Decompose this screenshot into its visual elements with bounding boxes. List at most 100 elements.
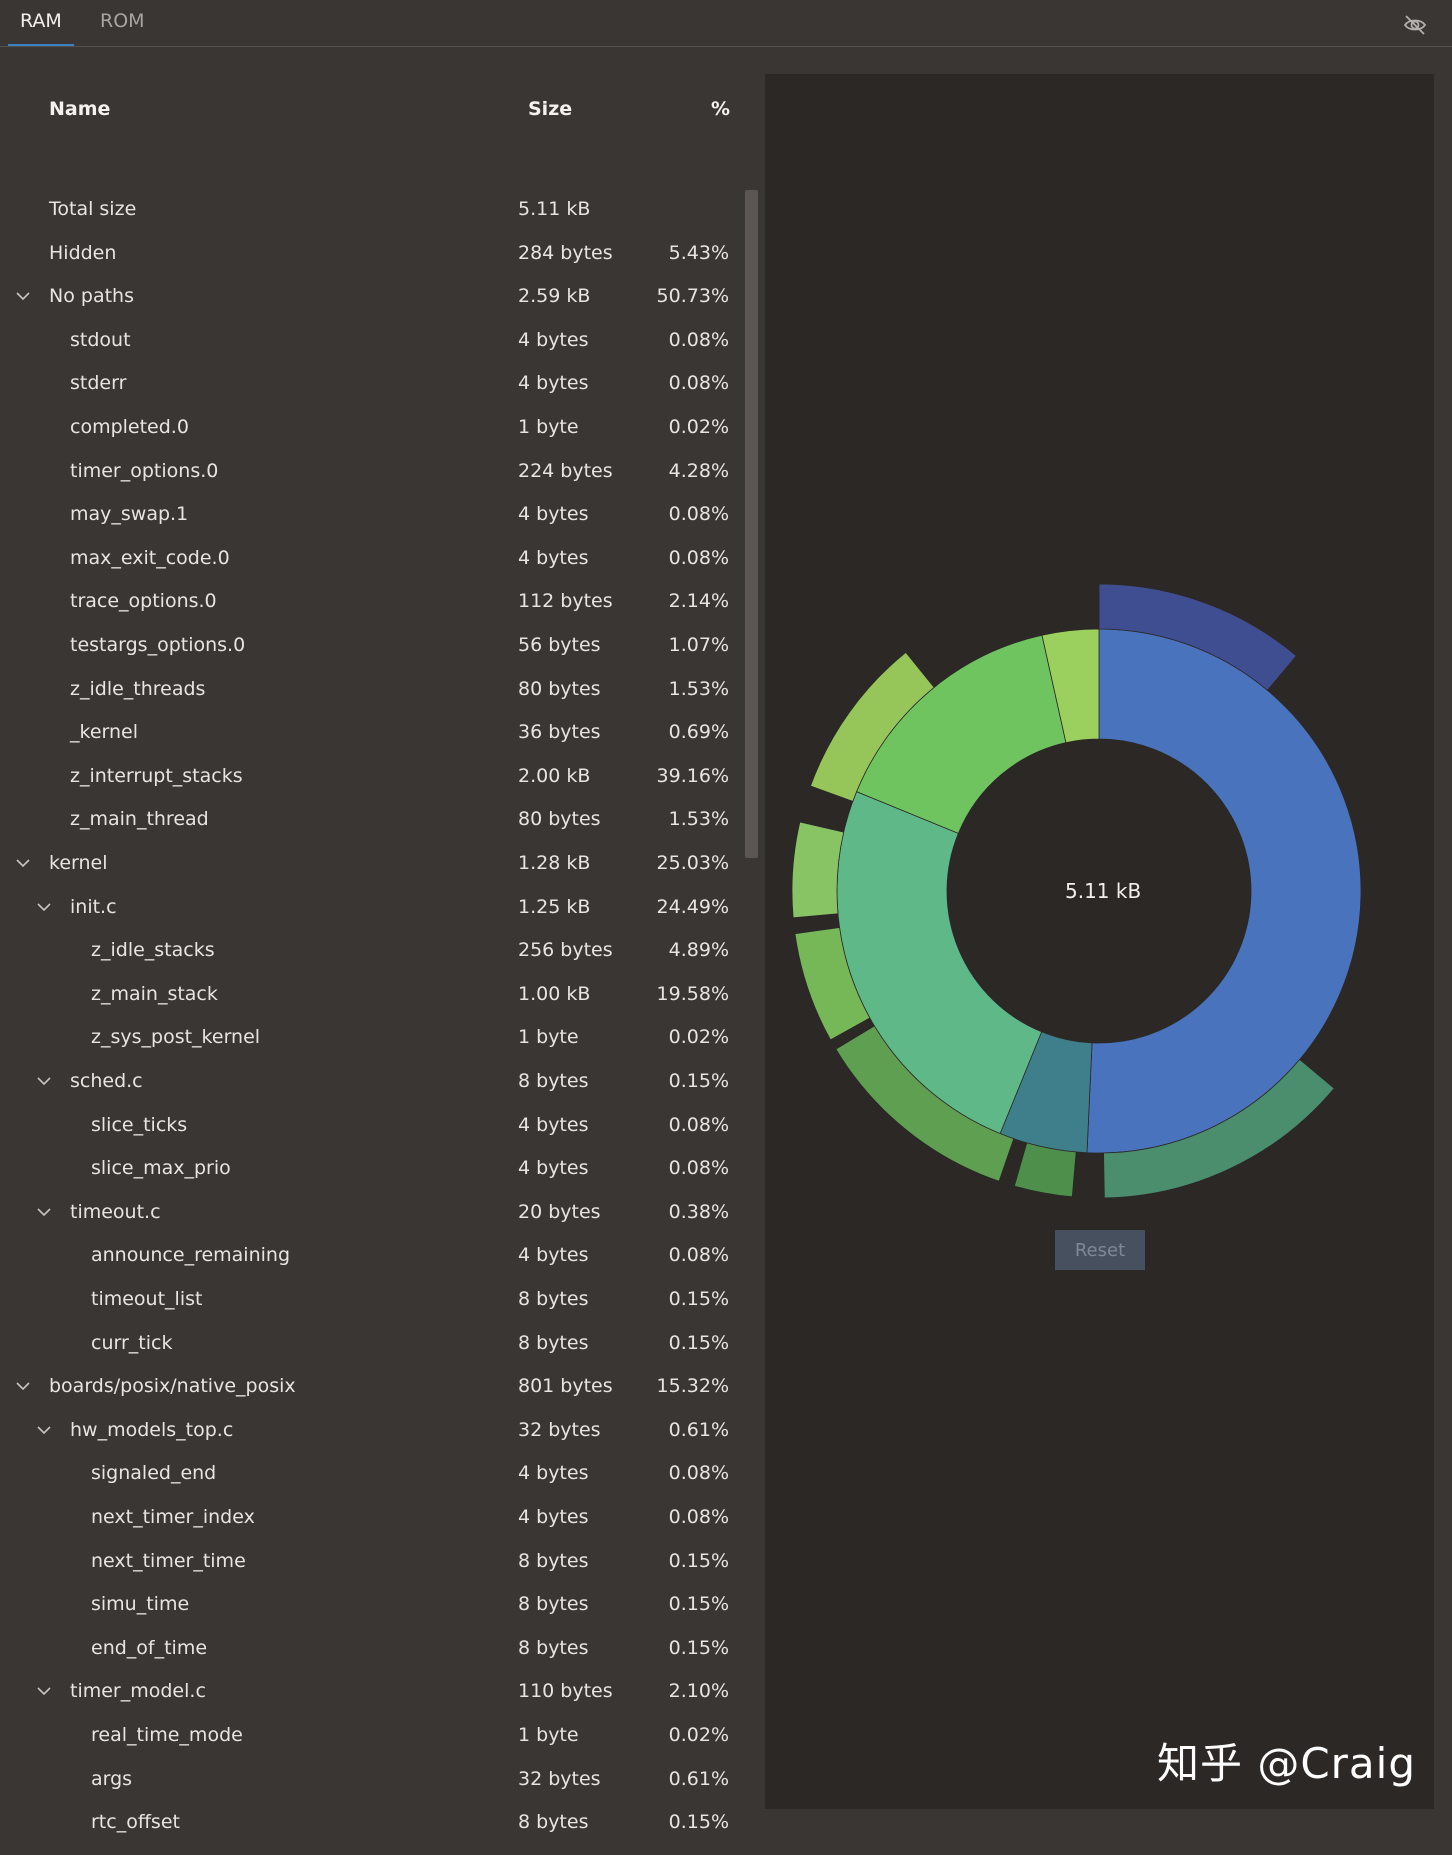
tab-ram[interactable]: RAM bbox=[8, 10, 74, 46]
row-size: 8 bytes bbox=[518, 1331, 589, 1354]
sunburst-outer-segment[interactable] bbox=[835, 1025, 1015, 1182]
table-row[interactable]: z_idle_stacks 256 bytes 4.89% bbox=[0, 939, 740, 983]
row-size: 8 bytes bbox=[518, 1070, 589, 1092]
chevron-down-icon[interactable] bbox=[14, 854, 32, 872]
chevron-down-icon[interactable] bbox=[14, 287, 32, 305]
hide-eye-icon[interactable] bbox=[1402, 12, 1428, 38]
table-row[interactable]: rtc_offset 8 bytes 0.15% bbox=[0, 1811, 740, 1855]
sunburst-outer-segment[interactable] bbox=[791, 821, 845, 919]
row-size: 32 bytes bbox=[518, 1418, 601, 1441]
table-row[interactable]: z_sys_post_kernel 1 byte 0.02% bbox=[0, 1026, 740, 1070]
table-row[interactable]: slice_ticks 4 bytes 0.08% bbox=[0, 1114, 740, 1158]
row-name: completed.0 bbox=[70, 416, 189, 438]
chevron-down-icon[interactable] bbox=[35, 898, 53, 916]
sunburst-outer-segment[interactable] bbox=[1098, 583, 1297, 691]
table-row[interactable]: stdout 4 bytes 0.08% bbox=[0, 329, 740, 373]
table-row[interactable]: init.c 1.25 kB 24.49% bbox=[0, 896, 740, 940]
row-name: testargs_options.0 bbox=[70, 634, 246, 656]
row-size: 56 bytes bbox=[518, 634, 601, 656]
row-percent: 0.15% bbox=[668, 1331, 729, 1354]
row-size: 8 bytes bbox=[518, 1593, 589, 1616]
table-row[interactable]: z_main_thread 80 bytes 1.53% bbox=[0, 808, 740, 852]
sunburst-chart[interactable] bbox=[765, 74, 1434, 1224]
chevron-down-icon[interactable] bbox=[35, 1203, 53, 1221]
row-percent: 19.58% bbox=[656, 982, 729, 1005]
row-name: slice_max_prio bbox=[91, 1157, 231, 1180]
chevron-down-icon[interactable] bbox=[14, 1377, 32, 1395]
table-row[interactable]: Hidden 284 bytes 5.43% bbox=[0, 242, 740, 286]
row-size: 284 bytes bbox=[518, 241, 613, 264]
size-table: Name Size % Total size 5.11 kB Hidden 284 b… bbox=[0, 46, 758, 1833]
row-name: stderr bbox=[70, 372, 127, 395]
row-size: 224 bytes bbox=[518, 459, 613, 482]
scrollbar-thumb[interactable] bbox=[745, 190, 758, 858]
row-percent: 0.61% bbox=[668, 1767, 729, 1790]
row-percent: 0.02% bbox=[668, 1724, 729, 1746]
header-percent[interactable]: % bbox=[710, 98, 730, 120]
table-row[interactable]: _kernel 36 bytes 0.69% bbox=[0, 721, 740, 765]
row-percent: 0.02% bbox=[668, 416, 729, 438]
table-row[interactable]: No paths 2.59 kB 50.73% bbox=[0, 285, 740, 329]
row-percent: 0.15% bbox=[668, 1288, 729, 1310]
row-percent: 0.02% bbox=[668, 1026, 729, 1049]
chevron-down-icon[interactable] bbox=[35, 1072, 53, 1090]
table-row[interactable]: kernel 1.28 kB 25.03% bbox=[0, 852, 740, 896]
table-row[interactable]: boards/posix/native_posix 801 bytes 15.32% bbox=[0, 1375, 740, 1419]
table-row[interactable]: z_idle_threads 80 bytes 1.53% bbox=[0, 678, 740, 722]
row-name: simu_time bbox=[91, 1593, 190, 1616]
table-row[interactable]: z_main_stack 1.00 kB 19.58% bbox=[0, 983, 740, 1027]
table-row[interactable]: Total size 5.11 kB bbox=[0, 198, 740, 242]
row-size: 2.59 kB bbox=[518, 285, 591, 308]
sunburst-inner-segment[interactable] bbox=[1041, 628, 1100, 744]
table-row[interactable]: stderr 4 bytes 0.08% bbox=[0, 372, 740, 416]
table-row[interactable]: next_timer_time 8 bytes 0.15% bbox=[0, 1550, 740, 1594]
table-row[interactable]: simu_time 8 bytes 0.15% bbox=[0, 1593, 740, 1637]
sunburst-outer-segment[interactable] bbox=[1103, 1058, 1335, 1199]
row-percent: 2.10% bbox=[668, 1680, 729, 1703]
sunburst-outer-segment[interactable] bbox=[1013, 1142, 1077, 1198]
table-row[interactable]: timer_model.c 110 bytes 2.10% bbox=[0, 1680, 740, 1724]
table-row[interactable]: real_time_mode 1 byte 0.02% bbox=[0, 1724, 740, 1768]
table-row[interactable]: z_interrupt_stacks 2.00 kB 39.16% bbox=[0, 765, 740, 809]
row-size: 4 bytes bbox=[518, 372, 589, 395]
table-row[interactable]: slice_max_prio 4 bytes 0.08% bbox=[0, 1157, 740, 1201]
tab-rom[interactable]: ROM bbox=[100, 10, 145, 32]
row-name: timer_options.0 bbox=[70, 459, 219, 482]
table-row[interactable]: timeout_list 8 bytes 0.15% bbox=[0, 1288, 740, 1332]
row-size: 4 bytes bbox=[518, 1506, 589, 1528]
table-row[interactable]: may_swap.1 4 bytes 0.08% bbox=[0, 503, 740, 547]
row-percent: 0.15% bbox=[668, 1636, 729, 1659]
row-name: boards/posix/native_posix bbox=[49, 1375, 296, 1398]
row-percent: 0.08% bbox=[668, 503, 729, 526]
table-row[interactable]: timeout.c 20 bytes 0.38% bbox=[0, 1201, 740, 1245]
table-row[interactable]: trace_options.0 112 bytes 2.14% bbox=[0, 590, 740, 634]
row-percent: 1.53% bbox=[668, 808, 729, 831]
table-row[interactable]: hw_models_top.c 32 bytes 0.61% bbox=[0, 1419, 740, 1463]
row-size: 4 bytes bbox=[518, 328, 589, 351]
header-name[interactable]: Name bbox=[49, 98, 111, 120]
chevron-down-icon[interactable] bbox=[35, 1421, 53, 1439]
row-percent: 0.08% bbox=[668, 1506, 729, 1528]
row-size: 80 bytes bbox=[518, 808, 601, 831]
row-size: 4 bytes bbox=[518, 1244, 589, 1267]
table-row[interactable]: sched.c 8 bytes 0.15% bbox=[0, 1070, 740, 1114]
table-row[interactable]: next_timer_index 4 bytes 0.08% bbox=[0, 1506, 740, 1550]
row-percent: 5.43% bbox=[668, 241, 729, 264]
table-row[interactable]: signaled_end 4 bytes 0.08% bbox=[0, 1462, 740, 1506]
table-row[interactable]: end_of_time 8 bytes 0.15% bbox=[0, 1637, 740, 1681]
row-size: 1 byte bbox=[518, 416, 579, 438]
table-row[interactable]: testargs_options.0 56 bytes 1.07% bbox=[0, 634, 740, 678]
row-name: z_idle_stacks bbox=[91, 939, 215, 962]
chevron-down-icon[interactable] bbox=[35, 1682, 53, 1700]
table-row[interactable]: args 32 bytes 0.61% bbox=[0, 1768, 740, 1812]
table-row[interactable]: max_exit_code.0 4 bytes 0.08% bbox=[0, 547, 740, 591]
header-size[interactable]: Size bbox=[528, 98, 573, 120]
reset-button[interactable]: Reset bbox=[1055, 1230, 1145, 1270]
table-row[interactable]: timer_options.0 224 bytes 4.28% bbox=[0, 460, 740, 504]
table-row[interactable]: completed.0 1 byte 0.02% bbox=[0, 416, 740, 460]
table-row[interactable]: curr_tick 8 bytes 0.15% bbox=[0, 1332, 740, 1376]
table-row[interactable]: announce_remaining 4 bytes 0.08% bbox=[0, 1244, 740, 1288]
sunburst-outer-segment[interactable] bbox=[794, 927, 871, 1041]
sunburst-outer-segment[interactable] bbox=[810, 651, 935, 802]
row-size: 1.25 kB bbox=[518, 895, 591, 918]
